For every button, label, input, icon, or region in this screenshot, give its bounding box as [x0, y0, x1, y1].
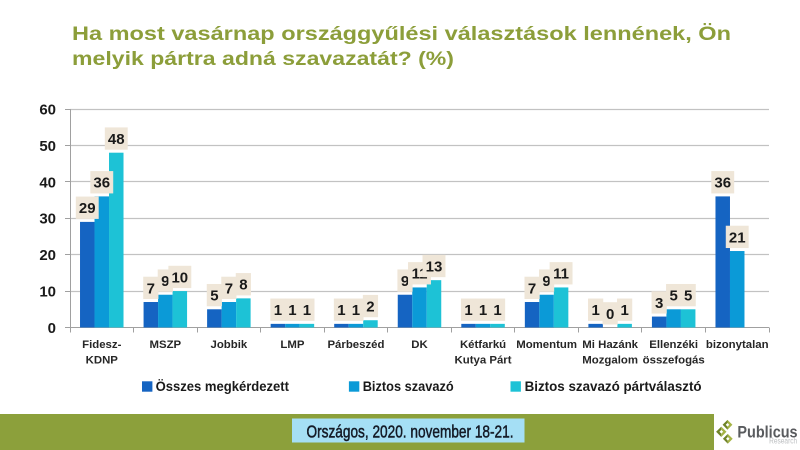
svg-text:0: 0: [48, 320, 56, 337]
svg-text:bizonytalan: bizonytalan: [706, 339, 769, 351]
svg-text:Párbeszéd: Párbeszéd: [327, 339, 384, 351]
svg-text:Research: Research: [769, 437, 797, 446]
svg-text:10: 10: [171, 269, 188, 286]
svg-text:21: 21: [729, 229, 746, 246]
svg-text:1: 1: [464, 302, 472, 319]
svg-text:Fidesz-: Fidesz-: [82, 339, 121, 351]
svg-text:1: 1: [337, 302, 345, 319]
svg-text:KDNP: KDNP: [86, 354, 119, 366]
svg-text:7: 7: [225, 280, 233, 297]
svg-text:5: 5: [684, 288, 692, 305]
svg-text:Mozgalom: Mozgalom: [582, 354, 638, 366]
svg-text:1: 1: [493, 302, 501, 319]
svg-text:Ellenzéki: Ellenzéki: [649, 339, 698, 351]
svg-text:20: 20: [39, 247, 56, 264]
svg-text:9: 9: [401, 273, 409, 290]
svg-text:40: 40: [39, 174, 56, 191]
svg-text:0: 0: [606, 306, 614, 323]
svg-text:Összes megkérdezett: Összes megkérdezett: [156, 378, 290, 394]
svg-text:LMP: LMP: [280, 339, 304, 351]
svg-text:Kutya Párt: Kutya Párt: [455, 354, 512, 366]
svg-text:60: 60: [39, 102, 56, 119]
svg-text:8: 8: [239, 277, 247, 294]
svg-text:48: 48: [108, 131, 125, 148]
svg-text:1: 1: [620, 302, 628, 319]
svg-text:9: 9: [161, 273, 169, 290]
svg-text:7: 7: [147, 280, 155, 297]
svg-text:Kétfarkú: Kétfarkú: [460, 339, 506, 351]
svg-text:7: 7: [528, 280, 536, 297]
svg-text:1: 1: [591, 302, 599, 319]
svg-text:1: 1: [274, 302, 282, 319]
svg-text:Biztos szavazó pártválasztó: Biztos szavazó pártválasztó: [525, 378, 702, 394]
svg-text:2: 2: [366, 299, 374, 316]
svg-text:29: 29: [79, 200, 96, 217]
svg-text:Ha most vasárnap országgyűlési: Ha most vasárnap országgyűlési választás…: [72, 22, 731, 45]
svg-text:1: 1: [303, 302, 311, 319]
svg-text:Országos, 2020. november 18-21: Országos, 2020. november 18-21.: [307, 421, 514, 441]
svg-text:5: 5: [670, 288, 678, 305]
svg-text:1: 1: [479, 302, 487, 319]
svg-text:13: 13: [426, 258, 443, 275]
svg-text:11: 11: [553, 266, 569, 283]
svg-text:Mi Hazánk: Mi Hazánk: [582, 339, 638, 351]
svg-text:1: 1: [352, 302, 360, 319]
svg-text:melyik pártra adná szavazatát?: melyik pártra adná szavazatát? (%): [72, 48, 454, 70]
svg-text:36: 36: [714, 175, 731, 192]
svg-text:50: 50: [39, 138, 56, 155]
svg-text:1: 1: [288, 302, 296, 319]
svg-text:MSZP: MSZP: [149, 339, 181, 351]
svg-text:5: 5: [210, 288, 218, 305]
svg-text:összefogás: összefogás: [643, 354, 705, 366]
svg-text:Jobbik: Jobbik: [211, 339, 248, 351]
svg-text:30: 30: [39, 211, 56, 228]
svg-text:3: 3: [655, 295, 663, 312]
svg-text:10: 10: [39, 284, 56, 301]
svg-text:Publicus: Publicus: [737, 423, 797, 442]
svg-text:Biztos szavazó: Biztos szavazó: [363, 378, 454, 394]
svg-text:DK: DK: [411, 339, 428, 351]
svg-text:9: 9: [542, 273, 550, 290]
svg-text:36: 36: [93, 175, 110, 192]
svg-text:Momentum: Momentum: [516, 339, 577, 351]
